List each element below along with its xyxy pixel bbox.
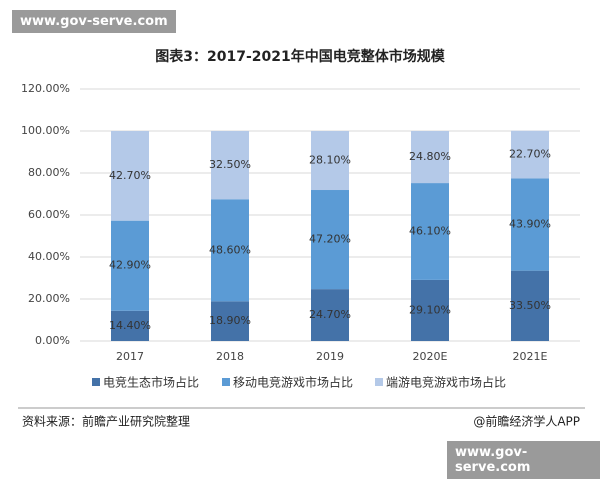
data-label: 18.90% <box>209 314 251 327</box>
bar-segment <box>311 289 349 341</box>
bar-segment <box>411 131 449 184</box>
data-label: 48.60% <box>209 243 251 256</box>
bar-segment <box>411 279 449 341</box>
legend-swatch <box>92 378 100 386</box>
y-tick-label: 20.00% <box>28 292 70 305</box>
bar-segment <box>511 178 549 271</box>
bar-segment <box>411 183 449 280</box>
data-label: 46.10% <box>409 224 451 237</box>
legend-swatch <box>375 378 383 386</box>
bar-segment <box>211 131 249 200</box>
legend-label: 电竞生态市场占比 <box>103 375 199 390</box>
data-label: 28.10% <box>309 154 351 167</box>
chart-title: 图表3：2017-2021年中国电竞整体市场规模 <box>155 48 445 65</box>
data-label: 33.50% <box>509 299 551 312</box>
x-tick-label: 2017 <box>116 350 144 363</box>
y-tick-label: 120.00% <box>21 82 70 95</box>
data-label: 43.90% <box>509 218 551 231</box>
data-label: 42.70% <box>109 169 151 182</box>
source: 资料来源：前瞻产业研究院整理 <box>22 414 190 429</box>
legend-label: 端游电竞游戏市场占比 <box>386 375 506 390</box>
bar-segment <box>211 301 249 341</box>
y-tick-label: 40.00% <box>28 250 70 263</box>
bar-segment <box>511 270 549 341</box>
data-label: 29.10% <box>409 303 451 316</box>
data-label: 32.50% <box>209 158 251 171</box>
legend-swatch <box>222 378 230 386</box>
bar-segment <box>311 190 349 290</box>
bar-segment <box>211 199 249 302</box>
legend-label: 移动电竞游戏市场占比 <box>233 375 353 390</box>
data-label: 42.90% <box>109 259 151 272</box>
data-label: 22.70% <box>509 148 551 161</box>
bar-segment <box>311 131 349 191</box>
x-tick-label: 2019 <box>316 350 344 363</box>
bar-segment <box>111 131 149 221</box>
watermark: www.gov-serve.com <box>12 10 176 33</box>
x-tick-label: 2020E <box>413 350 448 363</box>
bar-segment <box>111 220 149 311</box>
data-label: 24.70% <box>309 308 351 321</box>
bar-segment <box>511 130 549 179</box>
watermark: www.gov-serve.com <box>447 441 600 479</box>
y-tick-label: 60.00% <box>28 208 70 221</box>
x-tick-label: 2018 <box>216 350 244 363</box>
x-tick-label: 2021E <box>513 350 548 363</box>
data-label: 47.20% <box>309 233 351 246</box>
y-tick-label: 0.00% <box>35 334 70 347</box>
data-label: 14.40% <box>109 319 151 332</box>
bar-segment <box>111 310 149 341</box>
y-tick-label: 100.00% <box>21 124 70 137</box>
y-tick-label: 80.00% <box>28 166 70 179</box>
data-label: 24.80% <box>409 150 451 163</box>
credit: @前瞻经济学人APP <box>473 414 580 429</box>
